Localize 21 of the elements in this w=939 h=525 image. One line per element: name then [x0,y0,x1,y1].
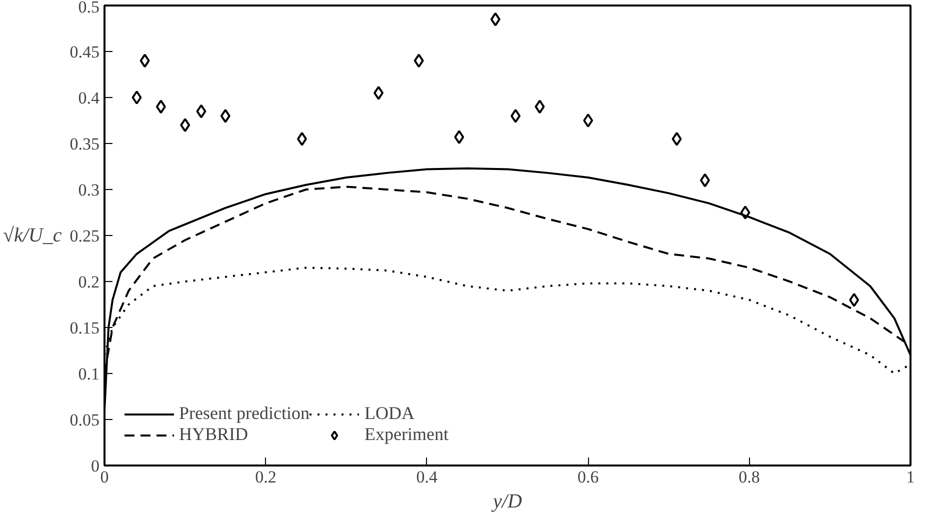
x-tick-label: 0.8 [738,468,760,486]
y-tick-label: 0.3 [78,180,100,200]
x-tick-label: 0.4 [416,468,438,486]
y-tick-label: 0.05 [70,410,100,430]
x-tick-label: 1 [906,468,915,486]
x-axis-title: y/D [491,490,522,512]
legend-label: HYBRID [179,424,248,445]
y-tick-label: 0.1 [78,364,100,384]
x-tick-label: 0.6 [577,468,599,486]
y-tick-label: 0.45 [70,42,100,62]
y-tick-label: 0.5 [78,0,100,16]
y-tick-label: 0.35 [70,134,100,154]
y-tick-label: 0.25 [70,226,100,246]
x-tick-label: 0.2 [255,468,276,486]
legend-label: Present prediction [179,403,310,424]
y-tick-label: 0.2 [78,272,100,292]
y-tick-label: 0.15 [70,318,100,338]
y-tick-label: 0.4 [78,88,100,108]
legend-label: Experiment [364,424,448,445]
y-axis-title: √k/U_c [3,224,62,246]
legend-label: LODA [364,403,414,424]
